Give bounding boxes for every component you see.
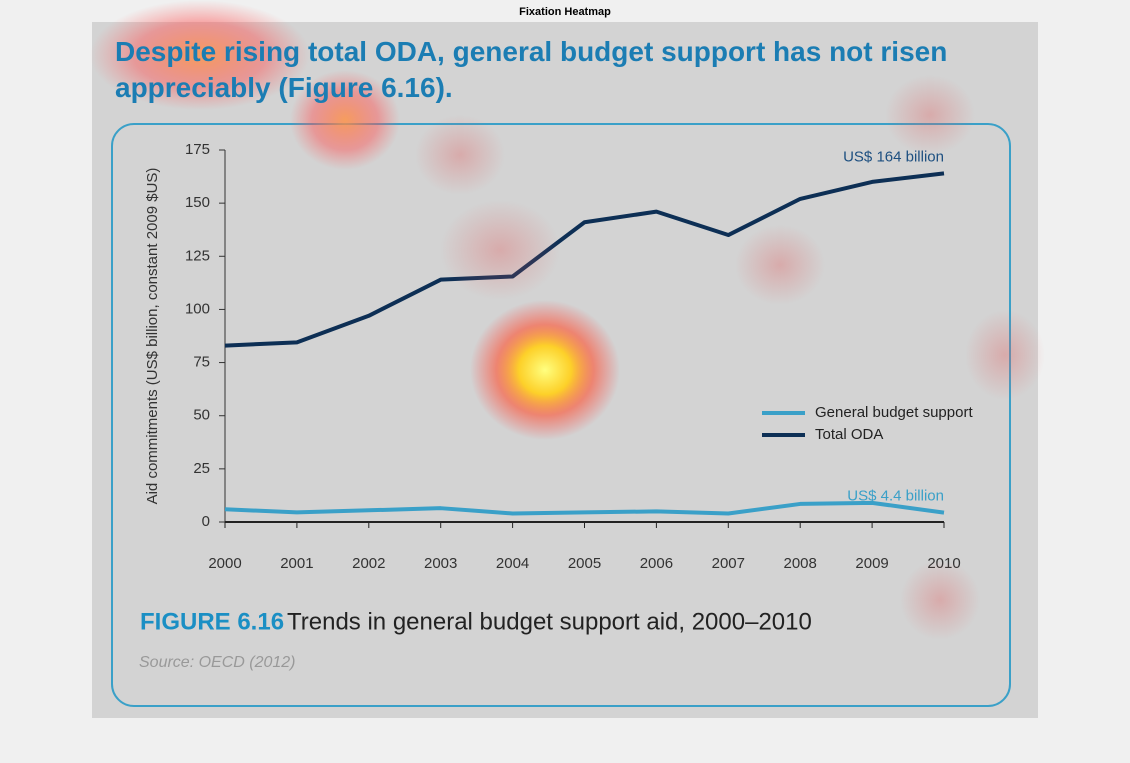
figure-label: FIGURE 6.16: [140, 608, 284, 635]
fixation: [900, 560, 980, 640]
headline: Despite rising total ODA, general budget…: [115, 36, 948, 103]
x-tick-label: 2005: [568, 555, 601, 572]
x-tick-label: 2008: [784, 555, 817, 572]
fixation: [290, 70, 400, 170]
fixation: [440, 200, 560, 300]
y-tick-label: 150: [185, 194, 210, 211]
y-axis-label: Aid commitments (US$ billion, constant 2…: [144, 168, 161, 505]
fixation: [735, 225, 825, 305]
y-tick-label: 0: [202, 513, 210, 530]
caption: Trends in general budget support aid, 20…: [287, 608, 812, 635]
series-line: [224, 171, 945, 348]
x-tick-label: 2000: [208, 555, 241, 572]
source: Source: OECD (2012): [139, 654, 296, 671]
x-tick-label: 2001: [280, 555, 313, 572]
page-title: Fixation Heatmap: [519, 6, 611, 18]
fixation: [885, 75, 975, 155]
fixation: [965, 310, 1045, 400]
x-tick-label: 2003: [424, 555, 457, 572]
x-tick-label: 2006: [640, 555, 673, 572]
plot: 0 25 50 75 100 125 150 175 2000 2001 2002 2003 2004 2…: [185, 141, 973, 572]
series-line: [224, 500, 945, 516]
x-tick-label: 2007: [712, 555, 745, 572]
x-tick-label: 2002: [352, 555, 385, 572]
x-tick-label: 2004: [496, 555, 529, 572]
fixation: [415, 115, 505, 195]
heatmap: [90, 0, 1045, 640]
y-tick-label: 125: [185, 247, 210, 264]
fixation: [90, 0, 310, 110]
annotation: US$ 4.4 billion: [847, 488, 944, 505]
fixation: [470, 300, 620, 440]
legend-label: General budget support: [815, 404, 973, 421]
frame: [111, 123, 1011, 707]
legend-label: Total ODA: [815, 426, 883, 443]
y-tick-label: 175: [185, 141, 210, 158]
y-tick-label: 50: [193, 407, 210, 424]
x-tick-label: 2009: [855, 555, 888, 572]
y-tick-label: 100: [185, 300, 210, 317]
y-tick-label: 25: [193, 460, 210, 477]
y-tick-label: 75: [193, 354, 210, 371]
